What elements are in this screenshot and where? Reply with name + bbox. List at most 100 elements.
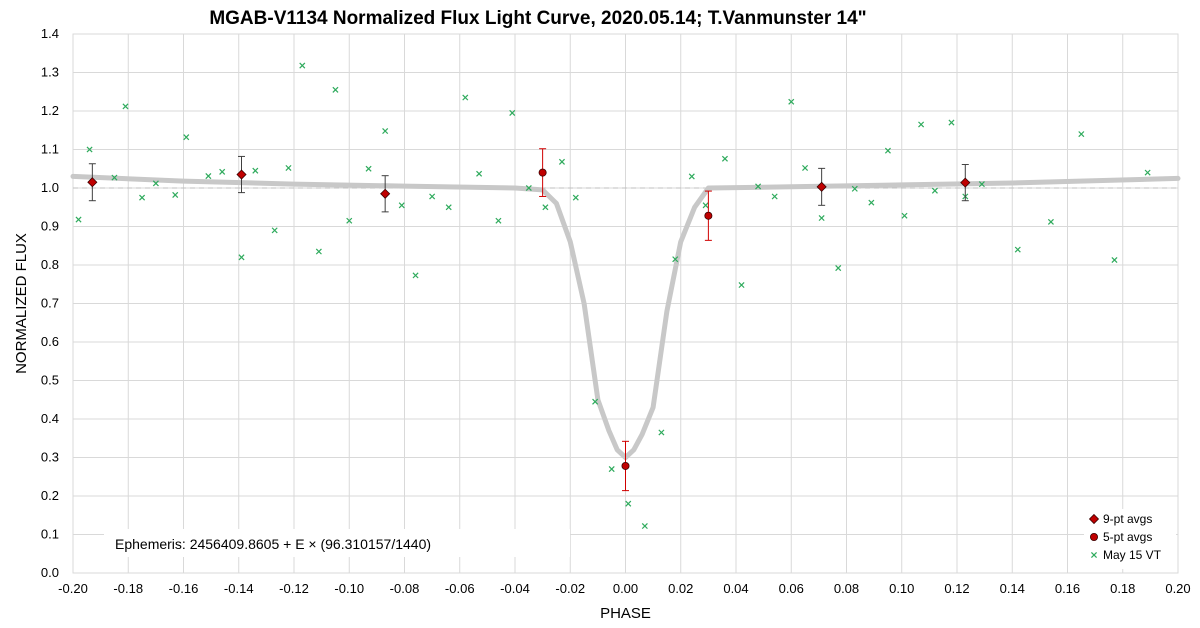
raw-data-point (1014, 246, 1021, 253)
raw-data-point (702, 202, 709, 209)
x-marker-stroke (641, 523, 648, 530)
raw-data-point (139, 194, 146, 201)
raw-data-point (755, 183, 762, 190)
x-marker-stroke (592, 398, 599, 405)
x-marker-stroke (802, 164, 809, 172)
raw-data-point (495, 217, 502, 224)
raw-data-point (525, 184, 532, 192)
x-marker-stroke (139, 194, 146, 201)
x-marker-stroke (75, 216, 82, 223)
raw-data-point (382, 127, 389, 135)
legend-marker-raw (1090, 551, 1098, 559)
x-marker-stroke (572, 194, 579, 201)
x-marker-stroke (111, 174, 118, 181)
x-marker-stroke (788, 98, 795, 105)
x-tick-label: -0.16 (169, 581, 199, 596)
raw-data-point (738, 281, 745, 289)
y-tick-label: 1.3 (41, 65, 59, 80)
raw-data-point (818, 215, 825, 222)
five-pt-avg-point (538, 168, 547, 177)
raw-data-point (978, 181, 985, 188)
y-tick-label: 0.5 (41, 373, 59, 388)
raw-data-point (672, 256, 679, 263)
data-points (75, 62, 1151, 530)
x-marker-stroke (1078, 131, 1085, 138)
x-marker-stroke (884, 147, 891, 154)
raw-data-point (152, 180, 159, 187)
x-marker-stroke (315, 248, 322, 255)
raw-data-point (75, 216, 82, 223)
x-tick-label: -0.08 (390, 581, 420, 596)
model-curve-line (70, 173, 1181, 460)
raw-data-point (542, 204, 549, 211)
raw-data-point (688, 173, 695, 180)
x-tick-label: 0.10 (889, 581, 914, 596)
x-marker-stroke (476, 170, 483, 177)
raw-data-point (219, 168, 226, 175)
raw-data-point (238, 254, 245, 261)
x-marker-stroke (918, 121, 925, 128)
nine-pt-avg-point (380, 188, 391, 199)
raw-data-point (509, 109, 516, 116)
raw-data-point (835, 265, 842, 272)
five-pt-avg-point (621, 461, 630, 470)
raw-data-point (558, 158, 565, 165)
raw-data-point (445, 204, 452, 211)
raw-data-point (205, 173, 212, 180)
x-marker-stroke (868, 199, 875, 206)
x-marker-stroke (978, 181, 985, 188)
x-marker-stroke (412, 272, 419, 279)
y-tick-label: 0.3 (41, 450, 59, 465)
raw-data-point (625, 500, 632, 507)
ephemeris-annotation: Ephemeris: 2456409.8605 + E × (96.310157… (115, 536, 431, 552)
nine-pt-avg-point (816, 181, 827, 192)
y-tick-label: 0.8 (41, 257, 59, 272)
raw-data-point (398, 202, 405, 209)
y-axis-label: NORMALIZED FLUX (13, 233, 30, 374)
x-marker-stroke (738, 281, 745, 289)
raw-data-point (948, 119, 955, 126)
raw-data-point (315, 248, 322, 255)
x-marker-stroke (835, 265, 842, 272)
raw-data-point (252, 167, 259, 174)
x-marker-stroke (509, 109, 516, 116)
x-marker-stroke (271, 227, 278, 234)
x-marker-stroke (252, 167, 259, 174)
raw-data-point (1111, 256, 1118, 264)
x-marker-stroke (608, 466, 615, 473)
x-marker-stroke (688, 173, 695, 180)
axes: -0.20 -0.18 -0.16 -0.14 -0.12 -0.10 -0.08 -0.06… (41, 26, 1191, 596)
x-axis-label: PHASE (600, 605, 651, 622)
raw-data-point (285, 164, 292, 172)
raw-data-point (346, 217, 353, 224)
x-tick-label: 0.18 (1110, 581, 1135, 596)
legend-background (1084, 509, 1176, 569)
y-tick-label: 0.6 (41, 334, 59, 349)
raw-data-point (429, 193, 436, 200)
raw-data-point (592, 398, 599, 405)
x-marker-stroke (86, 146, 93, 153)
nine-pt-avg-point (87, 177, 98, 188)
nine-pt-avg-point (960, 177, 971, 188)
x-marker-stroke (1047, 218, 1054, 225)
x-marker-stroke (702, 202, 709, 209)
x-marker-stroke (1111, 256, 1118, 264)
x-marker-stroke (429, 193, 436, 200)
raw-data-point (868, 199, 875, 206)
x-marker-stroke (332, 86, 339, 93)
x-marker-stroke (299, 62, 306, 69)
x-marker-stroke (931, 187, 938, 194)
raw-data-point (851, 185, 858, 192)
x-tick-label: 0.08 (834, 581, 859, 596)
x-tick-label: -0.14 (224, 581, 254, 596)
raw-data-point (183, 134, 190, 141)
legend-label: May 15 VT (1103, 548, 1162, 562)
ephemeris-annotation-box: Ephemeris: 2456409.8605 + E × (96.310157… (104, 529, 570, 557)
raw-data-point (462, 94, 469, 101)
x-marker-stroke (462, 94, 469, 101)
y-tick-label: 0.7 (41, 296, 59, 311)
x-marker-stroke (398, 202, 405, 209)
raw-data-point (918, 121, 925, 128)
x-tick-label: 0.16 (1055, 581, 1080, 596)
